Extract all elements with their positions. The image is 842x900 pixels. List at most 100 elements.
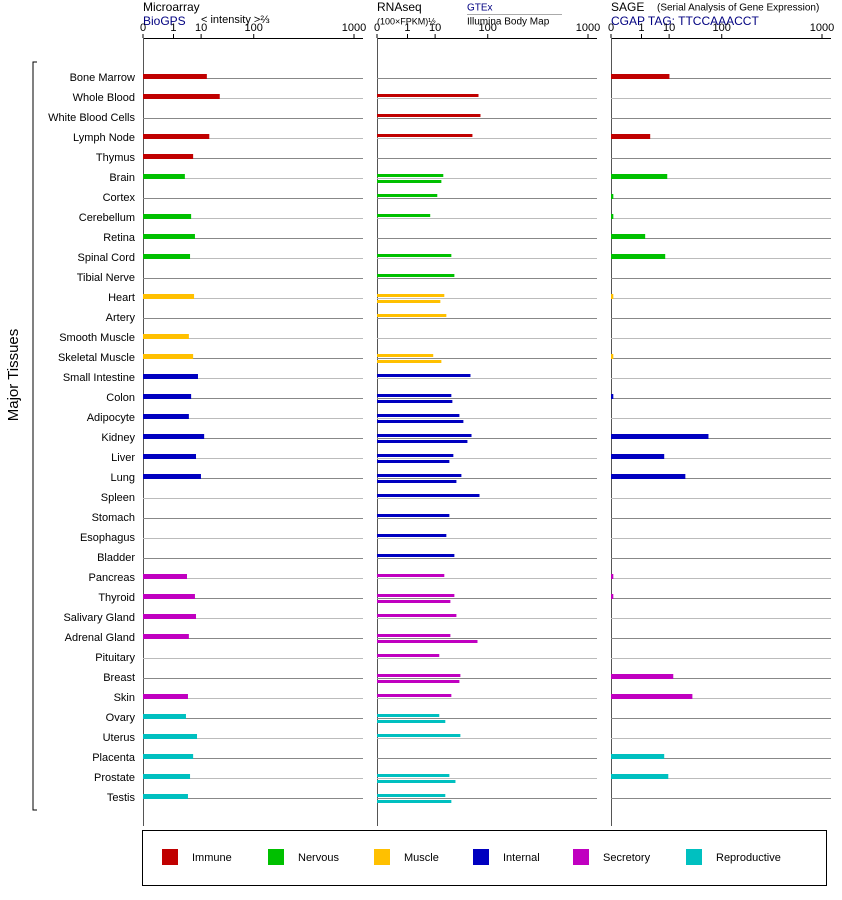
bar: [611, 674, 674, 679]
bar: [377, 674, 461, 677]
bar: [611, 174, 668, 179]
tissue-label: Lung: [111, 472, 135, 484]
x-tick-label: 0: [608, 22, 614, 34]
bar: [377, 720, 446, 723]
tissue-label: Ovary: [106, 712, 136, 724]
bar: [377, 640, 478, 643]
bar: [377, 774, 450, 777]
tissue-label: Retina: [103, 232, 136, 244]
tissue-label: Uterus: [103, 732, 136, 744]
bar: [143, 434, 205, 439]
x-tick-label: 1000: [576, 22, 600, 34]
bar: [377, 614, 457, 617]
bar: [377, 394, 452, 397]
tissue-label: Bone Marrow: [70, 72, 135, 84]
bar: [377, 514, 450, 517]
bar: [143, 694, 188, 699]
series-name: Illumina Body Map: [467, 17, 550, 28]
tissue-label: Testis: [107, 792, 136, 804]
legend-swatch: [573, 849, 589, 865]
x-tick-label: 100: [713, 22, 731, 34]
legend-box: [142, 830, 827, 886]
x-tick-label: 10: [663, 22, 675, 34]
bar: [377, 634, 451, 637]
legend-swatch: [686, 849, 702, 865]
legend-label: Nervous: [298, 852, 339, 864]
bar: [377, 94, 479, 97]
bar: [143, 794, 188, 799]
tissue-label: Placenta: [92, 752, 136, 764]
panel-source: CGAP TAG: TTCCAAACCT: [611, 14, 759, 28]
bar: [377, 294, 445, 297]
bar: [611, 394, 614, 399]
tissue-label: Pituitary: [95, 652, 135, 664]
bar: [143, 614, 197, 619]
tissue-label: Adipocyte: [87, 412, 135, 424]
bracket: [32, 61, 37, 811]
legend-label: Immune: [192, 852, 232, 864]
bar: [377, 114, 481, 117]
tissue-label: Bladder: [97, 552, 135, 564]
tissue-label: Breast: [103, 672, 135, 684]
bar: [611, 194, 614, 199]
panel-subtitle: (Serial Analysis of Gene Expression): [657, 3, 819, 14]
x-tick-label: 0: [374, 22, 380, 34]
bar: [143, 374, 198, 379]
tissue-label: Kidney: [101, 432, 135, 444]
bar: [377, 800, 452, 803]
bar: [377, 480, 457, 483]
bar: [377, 534, 447, 537]
bar: [377, 354, 434, 357]
bar: [611, 74, 670, 79]
panel-title: RNAseq: [377, 0, 422, 14]
bar: [143, 574, 187, 579]
x-tick-label: 1: [404, 22, 410, 34]
bar: [377, 434, 472, 437]
bar: [611, 234, 646, 239]
bar: [143, 74, 207, 79]
bar: [377, 694, 452, 697]
bar: [377, 794, 446, 797]
tissue-label: Smooth Muscle: [59, 332, 135, 344]
bar: [377, 414, 460, 417]
bar: [377, 254, 452, 257]
bar: [143, 594, 195, 599]
bar: [377, 440, 468, 443]
bar: [377, 174, 444, 177]
tissue-label: Colon: [106, 392, 135, 404]
bar: [143, 774, 191, 779]
bar: [611, 434, 709, 439]
bar: [143, 354, 194, 359]
panel-source: BioGPS: [143, 14, 186, 28]
tissue-label: Tibial Nerve: [77, 272, 135, 284]
bar: [611, 774, 669, 779]
bar: [611, 694, 693, 699]
bar: [377, 460, 450, 463]
bar: [611, 134, 651, 139]
tissue-label: Salivary Gland: [63, 612, 135, 624]
bar: [377, 360, 442, 363]
tissue-label: Small Intestine: [63, 372, 135, 384]
panel-title: SAGE: [611, 0, 644, 14]
tissue-label: Thymus: [96, 152, 136, 164]
bar: [611, 474, 686, 479]
tissue-label: Thyroid: [98, 592, 135, 604]
tissue-label: Cortex: [103, 192, 136, 204]
bar: [611, 354, 614, 359]
bar: [143, 474, 201, 479]
bar: [377, 654, 440, 657]
bar: [143, 634, 189, 639]
legend-label: Internal: [503, 852, 540, 864]
tissue-label: Skeletal Muscle: [58, 352, 135, 364]
bar: [377, 420, 464, 423]
bar: [377, 494, 480, 497]
bar: [377, 300, 441, 303]
bar: [143, 734, 198, 739]
bar: [143, 94, 220, 99]
bar: [143, 154, 194, 159]
legend-swatch: [374, 849, 390, 865]
bar: [377, 194, 438, 197]
tissue-label: Liver: [111, 452, 135, 464]
tissue-label: Lymph Node: [73, 132, 135, 144]
